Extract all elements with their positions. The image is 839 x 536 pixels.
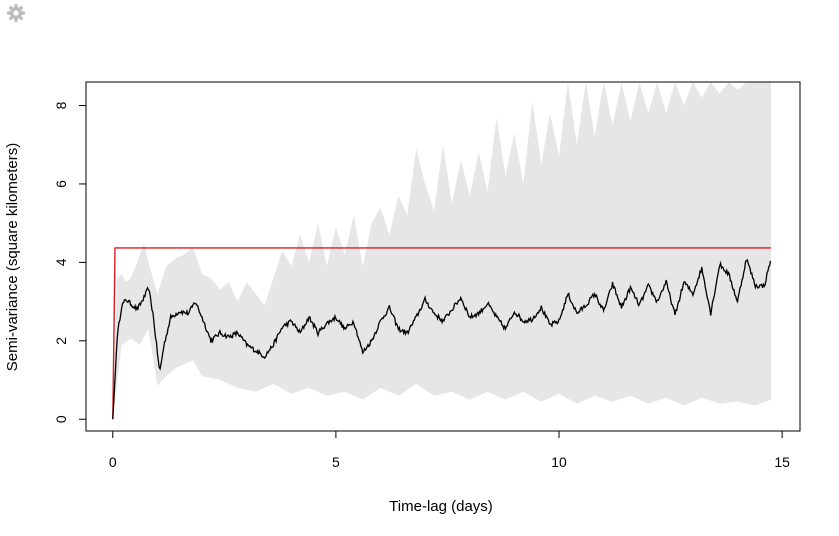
y-axis-title: Semi-variance (square kilometers) [4,143,21,371]
confidence-band [112,82,772,420]
y-tick-label: 2 [53,337,69,345]
x-tick-label: 0 [109,454,117,470]
y-tick-label: 4 [53,258,69,266]
gear-icon[interactable] [6,3,26,23]
x-tick-label: 10 [551,454,567,470]
x-axis-title: Time-lag (days) [389,498,493,515]
y-tick-label: 6 [53,180,69,188]
empirical-semivariance-line [112,258,772,420]
x-tick-label: 15 [774,454,790,470]
y-tick-label: 8 [53,101,69,109]
model-line [112,247,771,420]
x-tick-label: 5 [332,454,340,470]
y-tick-label: 0 [53,415,69,423]
